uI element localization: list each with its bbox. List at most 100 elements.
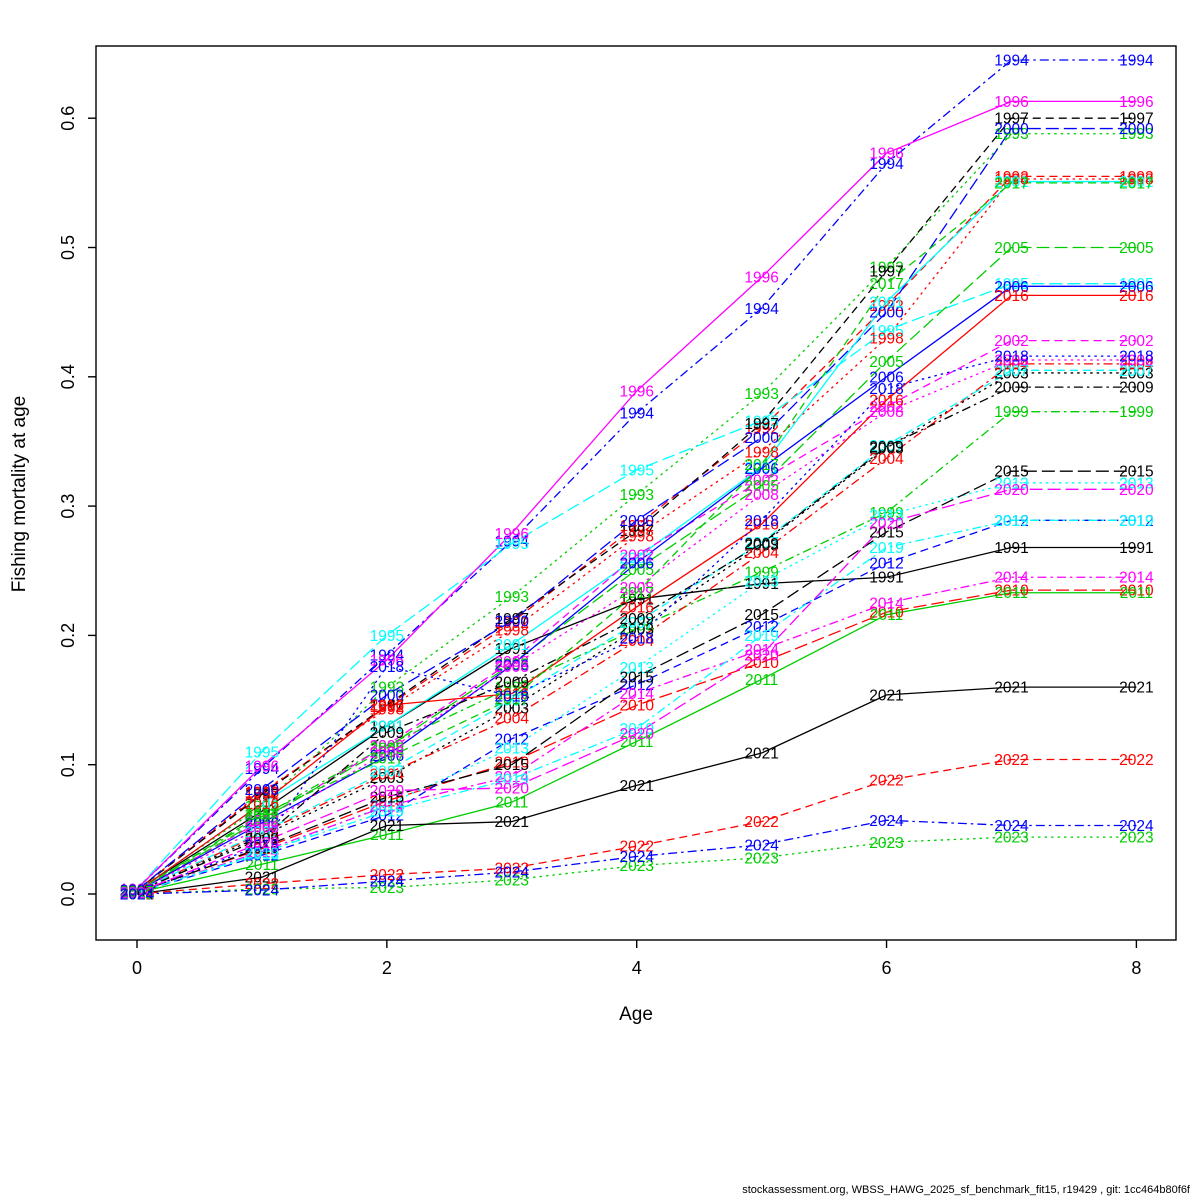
point-label-1999-age4: 1999 xyxy=(619,621,653,638)
point-label-2000-age0: 2000 xyxy=(120,883,155,900)
point-label-2024-age5: 2024 xyxy=(744,837,779,854)
point-label-2017-age1: 2017 xyxy=(245,806,279,823)
point-label-2017-age7: 2017 xyxy=(994,175,1028,192)
point-label-2015-age4: 2015 xyxy=(619,669,653,686)
point-label-2018-age8: 2018 xyxy=(1119,349,1153,366)
point-label-2004-age3: 2004 xyxy=(495,711,530,728)
point-label-2018-age0: 2018 xyxy=(120,885,154,902)
series-line-2019 xyxy=(136,519,1137,894)
point-label-2016-age1: 2016 xyxy=(245,796,279,813)
point-label-2023-age5: 2023 xyxy=(744,850,778,867)
point-label-2008-age2: 2008 xyxy=(370,744,404,761)
point-label-2000-age2: 2000 xyxy=(370,687,405,704)
point-label-2006-age4: 2006 xyxy=(619,555,653,572)
point-label-2001-age3: 2001 xyxy=(495,637,529,654)
point-label-2004-age4: 2004 xyxy=(619,633,654,650)
point-label-1995-age0: 1995 xyxy=(120,881,154,898)
point-label-2014-age2: 2014 xyxy=(370,799,405,816)
point-label-2013-age8: 2013 xyxy=(1119,475,1153,492)
series-line-2003 xyxy=(136,372,1137,893)
point-label-1992-age1: 1992 xyxy=(245,786,279,803)
y-axis-tick-label: 0.0 xyxy=(58,881,78,906)
point-label-1991-age6: 1991 xyxy=(869,570,903,587)
point-label-2011-age6: 2011 xyxy=(870,607,903,624)
point-label-2019-age1: 2019 xyxy=(245,845,279,862)
point-label-2002-age8: 2002 xyxy=(1119,333,1153,350)
point-label-2021-age1: 2021 xyxy=(245,870,279,887)
y-axis-tick-label: 0.4 xyxy=(58,364,78,389)
point-label-2021-age2: 2021 xyxy=(370,818,404,835)
point-label-2003-age1: 2003 xyxy=(245,828,279,845)
point-label-2020-age1: 2020 xyxy=(245,835,280,852)
point-label-2002-age7: 2002 xyxy=(994,333,1028,350)
point-label-2023-age1: 2023 xyxy=(245,881,279,898)
point-label-1999-age7: 1999 xyxy=(994,404,1028,421)
point-label-1994-age5: 1994 xyxy=(744,301,779,318)
point-label-2016-age3: 2016 xyxy=(495,686,529,703)
point-label-2002-age3: 2002 xyxy=(495,654,529,671)
point-label-2017-age3: 2017 xyxy=(495,691,529,708)
x-axis-tick-label: 0 xyxy=(132,958,142,978)
point-label-2014-age4: 2014 xyxy=(619,686,654,703)
point-label-2013-age2: 2013 xyxy=(370,797,404,814)
point-label-2002-age6: 2002 xyxy=(869,399,903,416)
point-label-2022-age0: 2022 xyxy=(120,887,154,904)
point-label-1993-age8: 1993 xyxy=(1119,126,1153,143)
point-label-2008-age4: 2008 xyxy=(619,580,653,597)
point-label-1997-age6: 1997 xyxy=(869,263,903,280)
point-label-2021-age3: 2021 xyxy=(495,814,529,831)
point-label-2001-age7: 2001 xyxy=(994,174,1028,191)
point-label-1999-age2: 1999 xyxy=(370,738,404,755)
x-axis-tick-label: 6 xyxy=(882,958,892,978)
point-label-1998-age1: 1998 xyxy=(245,784,279,801)
point-label-1991-age5: 1991 xyxy=(744,576,778,593)
point-label-2009-age5: 2009 xyxy=(744,536,778,553)
point-label-2015-age5: 2015 xyxy=(744,607,778,624)
point-label-1996-age3: 1996 xyxy=(495,526,529,543)
point-label-1997-age7: 1997 xyxy=(994,111,1028,128)
point-label-2018-age2: 2018 xyxy=(370,659,404,676)
point-label-2012-age0: 2012 xyxy=(120,885,154,902)
point-label-2020-age0: 2020 xyxy=(120,885,155,902)
series-line-2020 xyxy=(136,488,1137,894)
point-label-2020-age2: 2020 xyxy=(370,783,405,800)
series-line-2001 xyxy=(136,180,1137,892)
point-label-2010-age3: 2010 xyxy=(495,755,530,772)
point-label-2022-age2: 2022 xyxy=(370,867,404,884)
point-label-2006-age8: 2006 xyxy=(1119,279,1153,296)
point-label-2013-age1: 2013 xyxy=(245,846,279,863)
point-label-1999-age1: 1999 xyxy=(245,809,279,826)
point-label-1992-age3: 1992 xyxy=(495,615,529,632)
point-label-2023-age6: 2023 xyxy=(869,835,903,852)
plot-frame xyxy=(95,45,1177,941)
point-label-1994-age2: 1994 xyxy=(370,647,405,664)
series-line-1995 xyxy=(136,283,1137,890)
point-label-1998-age3: 1998 xyxy=(495,623,529,640)
point-label-2007-age6: 2007 xyxy=(869,438,903,455)
point-label-2018-age4: 2018 xyxy=(619,630,653,647)
point-label-1992-age5: 1992 xyxy=(744,421,778,438)
point-label-1995-age3: 1995 xyxy=(495,536,529,553)
series-line-2010 xyxy=(136,589,1137,893)
series-line-2006 xyxy=(136,285,1137,892)
point-label-1992-age7: 1992 xyxy=(994,169,1028,186)
point-label-2005-age8: 2005 xyxy=(1119,240,1153,257)
point-label-2010-age5: 2010 xyxy=(744,655,779,672)
point-label-1991-age4: 1991 xyxy=(619,592,653,609)
point-label-1992-age4: 1992 xyxy=(619,518,653,535)
point-label-1998-age0: 1998 xyxy=(120,883,154,900)
point-label-2000-age5: 2000 xyxy=(744,430,779,447)
point-label-1991-age2: 1991 xyxy=(370,718,404,735)
point-label-2014-age1: 2014 xyxy=(245,844,280,861)
point-label-2015-age1: 2015 xyxy=(245,840,279,857)
point-label-2005-age7: 2005 xyxy=(994,240,1028,257)
series-line-2018 xyxy=(136,355,1137,894)
x-axis-tick-label: 8 xyxy=(1131,958,1141,978)
point-label-2004-age0: 2004 xyxy=(120,884,155,901)
point-label-1994-age4: 1994 xyxy=(619,406,654,423)
point-label-1995-age6: 1995 xyxy=(869,323,903,340)
point-label-1993-age1: 1993 xyxy=(245,799,279,816)
series-line-2024 xyxy=(136,819,1137,895)
series-line-2012 xyxy=(136,519,1137,894)
